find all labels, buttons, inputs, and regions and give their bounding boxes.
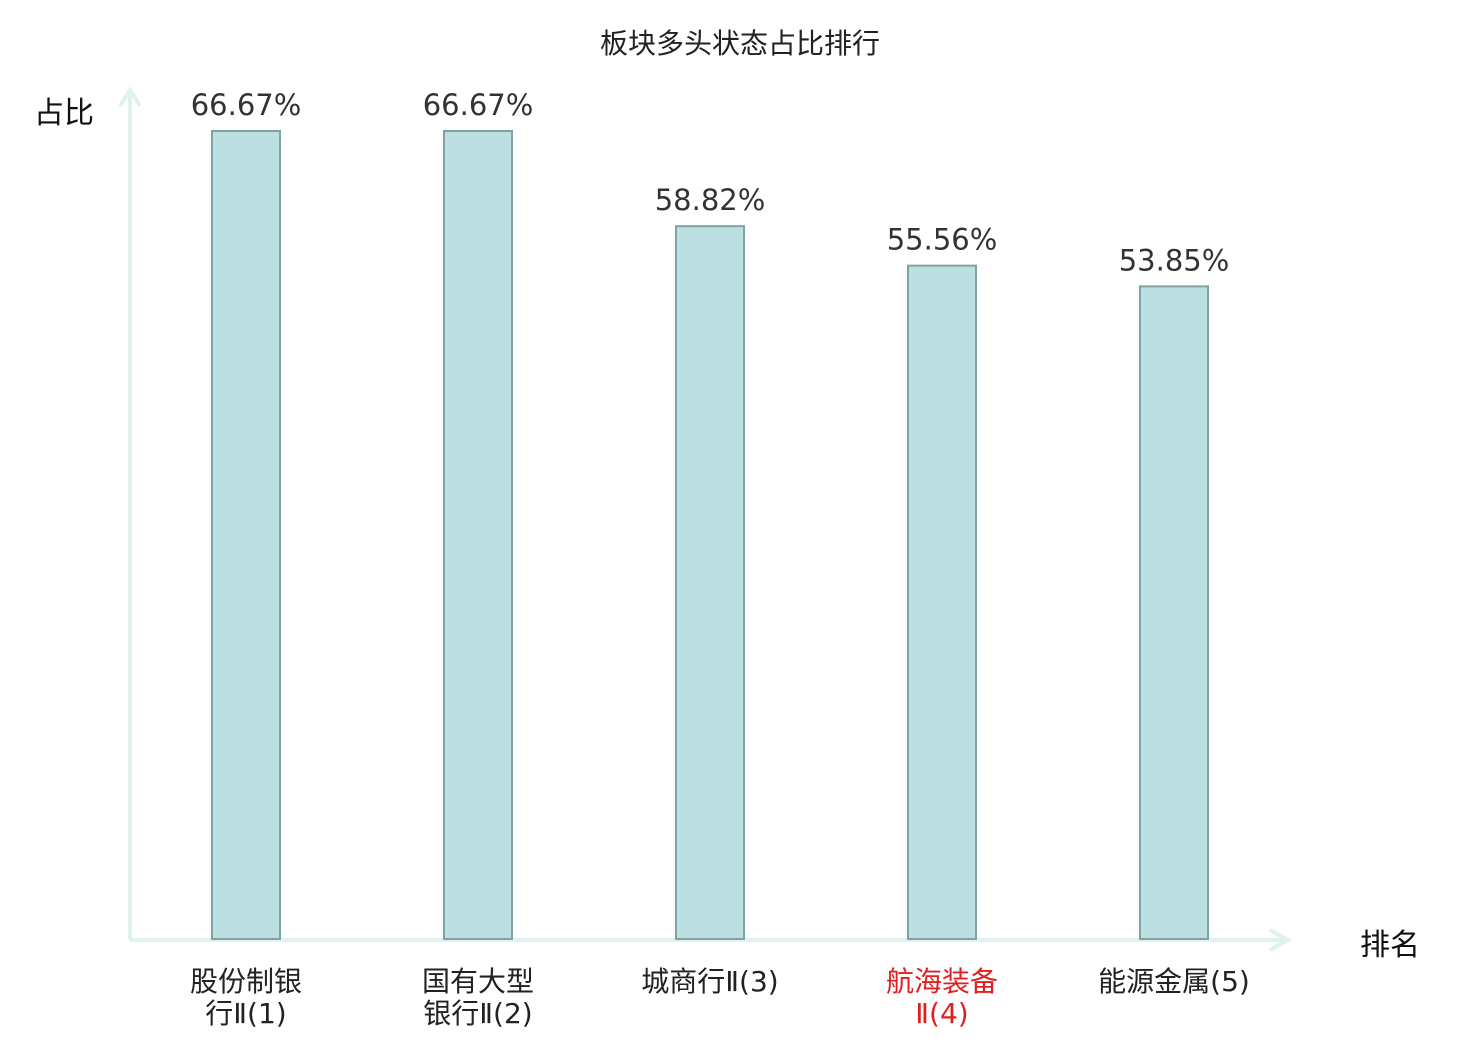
data-label-1: 66.67%	[191, 88, 302, 122]
bar-group: 66.67% 66.67% 58.82% 55.56% 53.85%	[191, 88, 1230, 941]
x-axis-arrow	[1269, 928, 1293, 952]
category-label-line: 城商行Ⅱ(3)	[641, 965, 779, 998]
category-label-line: 能源金属(5)	[1098, 965, 1250, 998]
category-label-line: 股份制银	[189, 965, 302, 998]
data-label-3: 58.82%	[655, 183, 766, 217]
category-label-line: 行Ⅱ(1)	[205, 997, 287, 1030]
y-axis-label: 占比	[34, 96, 94, 131]
category-label-3: 城商行Ⅱ(3)	[610, 966, 810, 998]
data-label-5: 53.85%	[1119, 243, 1230, 277]
bar-4	[907, 264, 977, 940]
x-axis-label: 排名	[1360, 928, 1420, 963]
category-label-5: 能源金属(5)	[1074, 966, 1274, 998]
bar-3	[675, 225, 745, 940]
category-label-2: 国有大型 银行Ⅱ(2)	[378, 966, 578, 1030]
bar-5	[1139, 285, 1209, 941]
data-label-2: 66.67%	[423, 88, 534, 122]
category-label-line: 航海装备	[885, 965, 998, 998]
category-label-line: 国有大型	[421, 965, 534, 998]
chart-title: 板块多头状态占比排行	[599, 27, 880, 60]
bar-2	[443, 130, 513, 940]
category-label-1: 股份制银 行Ⅱ(1)	[146, 966, 346, 1030]
category-label-4: 航海装备 Ⅱ(4)	[842, 966, 1042, 1030]
data-label-4: 55.56%	[887, 223, 998, 257]
category-label-line: Ⅱ(4)	[915, 997, 969, 1030]
bar-1	[211, 130, 281, 940]
y-axis-arrow	[118, 86, 142, 108]
category-label-line: 银行Ⅱ(2)	[423, 997, 533, 1030]
